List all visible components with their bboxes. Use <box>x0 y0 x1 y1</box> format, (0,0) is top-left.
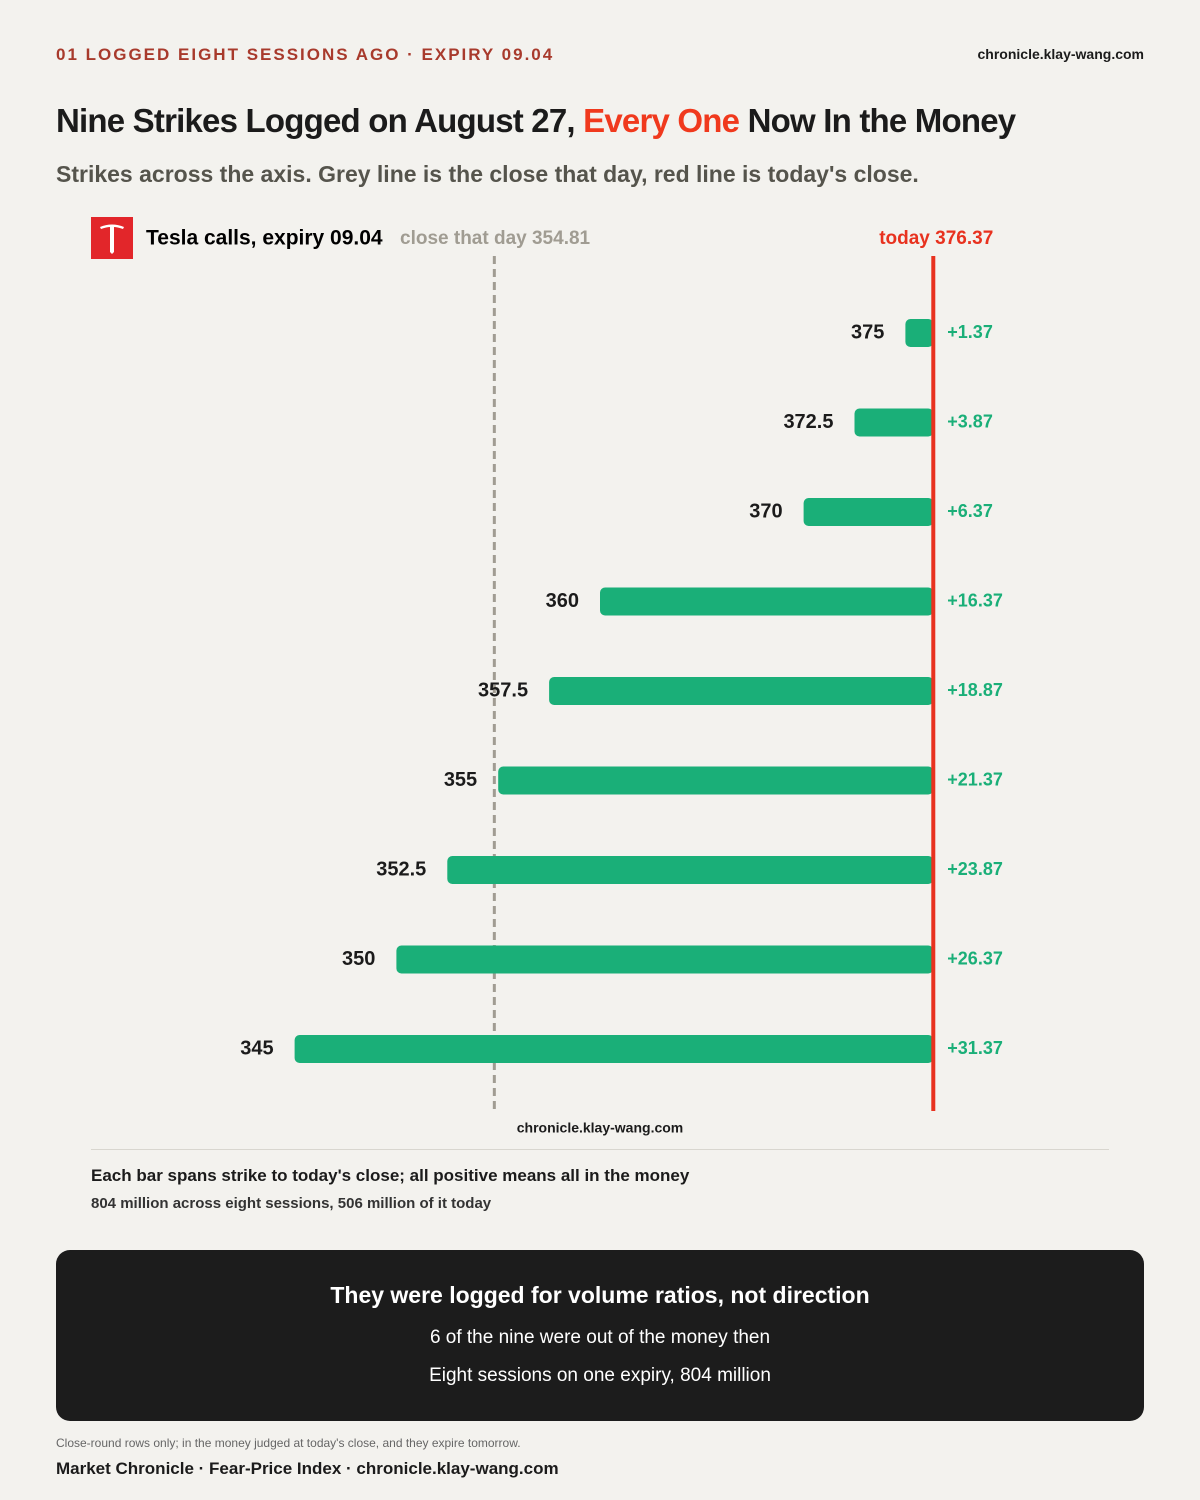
strike-label: 375 <box>851 321 884 343</box>
today-label: today 376.37 <box>879 228 993 249</box>
bar <box>905 319 934 347</box>
bar <box>600 587 934 616</box>
bar <box>447 856 934 884</box>
strike-label: 345 <box>240 1037 273 1059</box>
value-label: +18.87 <box>947 680 1003 700</box>
strike-label: 357.5 <box>478 679 528 701</box>
strike-label: 372.5 <box>783 411 833 433</box>
strike-label: 352.5 <box>376 858 426 880</box>
callout-line: Eight sessions on one expiry, 804 millio… <box>429 1365 771 1386</box>
callout-title: They were logged for volume ratios, not … <box>330 1282 870 1308</box>
callout-line: 6 of the nine were out of the money then <box>429 1327 771 1348</box>
bar <box>498 766 934 795</box>
chart: Tesla calls, expiry 09.04 close that day… <box>91 217 1003 1136</box>
value-label: +1.37 <box>947 322 993 342</box>
legend: Tesla calls, expiry 09.04 <box>146 227 383 250</box>
value-label: +31.37 <box>947 1038 1003 1058</box>
note: 804 million across eight sessions, 506 m… <box>91 1195 492 1212</box>
strike-label: 350 <box>342 948 375 970</box>
title-part: Nine Strikes Logged on August 27, <box>56 102 576 139</box>
note: Each bar spans strike to today's close; … <box>91 1166 690 1185</box>
callout: They were logged for volume ratios, not … <box>56 1250 1144 1421</box>
footer: Market Chronicle · Fear-Price Index · ch… <box>56 1459 559 1478</box>
bar <box>549 677 934 705</box>
footnote: Close-round rows only; in the money judg… <box>56 1436 521 1450</box>
tesla-logo-mark <box>100 224 124 254</box>
value-label: +6.37 <box>947 501 993 521</box>
strike-label: 370 <box>749 500 782 522</box>
close-that-day-label: close that day 354.81 <box>400 228 591 249</box>
bar <box>294 1035 934 1063</box>
strike-label: 355 <box>444 769 477 791</box>
site: chronicle.klay-wang.com <box>977 46 1145 62</box>
value-label: +3.87 <box>947 411 993 431</box>
divider <box>91 1149 1109 1150</box>
value-label: +16.37 <box>947 590 1003 610</box>
watermark: chronicle.klay-wang.com <box>517 1120 684 1136</box>
bar <box>396 945 934 974</box>
value-label: +26.37 <box>947 948 1003 968</box>
subtitle: Strikes across the axis. Grey line is th… <box>56 161 919 187</box>
title: Nine Strikes Logged on August 27, Every … <box>56 102 1017 140</box>
bar <box>854 408 934 437</box>
bar <box>803 498 934 526</box>
kicker: 01 LOGGED EIGHT SESSIONS AGO · EXPIRY 09… <box>56 45 555 64</box>
title-part: Now In the Money <box>747 102 1017 139</box>
title-highlight: Every One <box>583 102 740 139</box>
value-label: +23.87 <box>947 859 1003 879</box>
strike-label: 360 <box>546 590 579 612</box>
value-label: +21.37 <box>947 769 1003 789</box>
